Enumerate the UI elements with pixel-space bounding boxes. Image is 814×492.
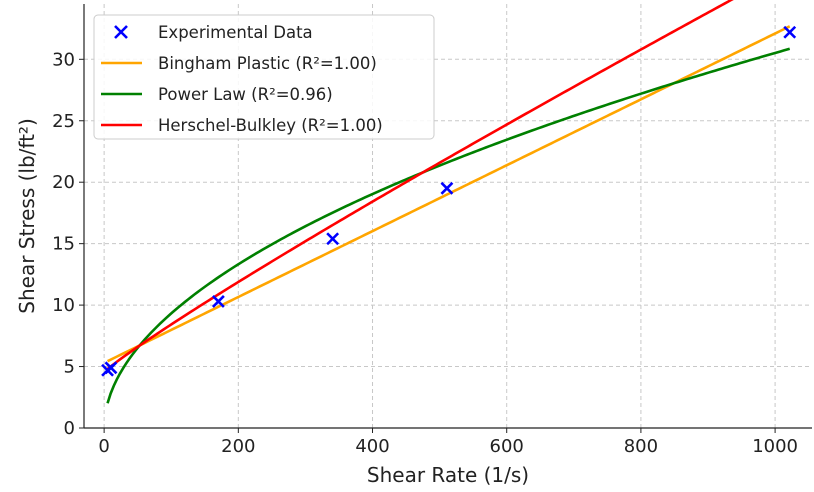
tick-labels: 0 200 400 600 800 1000 0 5 10 15 20 25 30 — [52, 49, 798, 457]
experimental-points — [101, 25, 797, 377]
legend-box — [93, 14, 435, 140]
y-tick-label: 0 — [64, 418, 75, 439]
x-tick-label: 800 — [624, 436, 658, 457]
x-tick-label: 600 — [490, 436, 524, 457]
legend-entry-bingham: Bingham Plastic (R²=1.00) — [101, 54, 377, 73]
legend-entry-herschel-bulkley: Herschel-Bulkley (R²=1.00) — [101, 116, 383, 135]
legend-label: Power Law (R²=0.96) — [158, 85, 333, 104]
data-point — [211, 294, 225, 308]
x-tick-label: 1000 — [752, 436, 798, 457]
y-axis-label: Shear Stress (lb/ft²) — [15, 118, 39, 313]
data-point — [440, 181, 454, 195]
legend-x-marker — [114, 25, 128, 39]
y-tick-label: 10 — [52, 295, 75, 316]
y-tick-label: 15 — [52, 234, 75, 255]
legend-label: Experimental Data — [158, 23, 313, 42]
x-tick-label: 200 — [221, 436, 255, 457]
data-point — [783, 25, 797, 39]
y-tick-label: 5 — [64, 357, 75, 378]
y-tick-label: 25 — [52, 111, 75, 132]
x-tick-label: 0 — [98, 436, 109, 457]
x-axis-label: Shear Rate (1/s) — [367, 463, 529, 487]
x-tick-label: 400 — [355, 436, 389, 457]
legend-entry-experimental: Experimental Data — [114, 23, 313, 42]
y-tick-label: 30 — [52, 49, 75, 70]
axes — [83, 4, 812, 429]
legend-label: Bingham Plastic (R²=1.00) — [158, 54, 377, 73]
legend: Experimental Data Bingham Plastic (R²=1.… — [93, 14, 435, 140]
legend-label: Herschel-Bulkley (R²=1.00) — [158, 116, 383, 135]
y-tick-label: 20 — [52, 172, 75, 193]
legend-entry-power-law: Power Law (R²=0.96) — [101, 85, 333, 104]
series-line-1 — [106, 47, 791, 404]
data-point — [104, 361, 118, 375]
data-point — [326, 232, 340, 246]
series-line-2 — [106, 0, 734, 371]
